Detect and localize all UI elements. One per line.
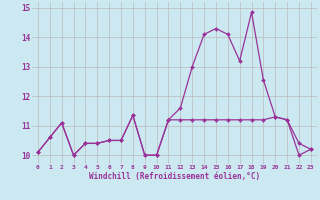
X-axis label: Windchill (Refroidissement éolien,°C): Windchill (Refroidissement éolien,°C) (89, 172, 260, 181)
